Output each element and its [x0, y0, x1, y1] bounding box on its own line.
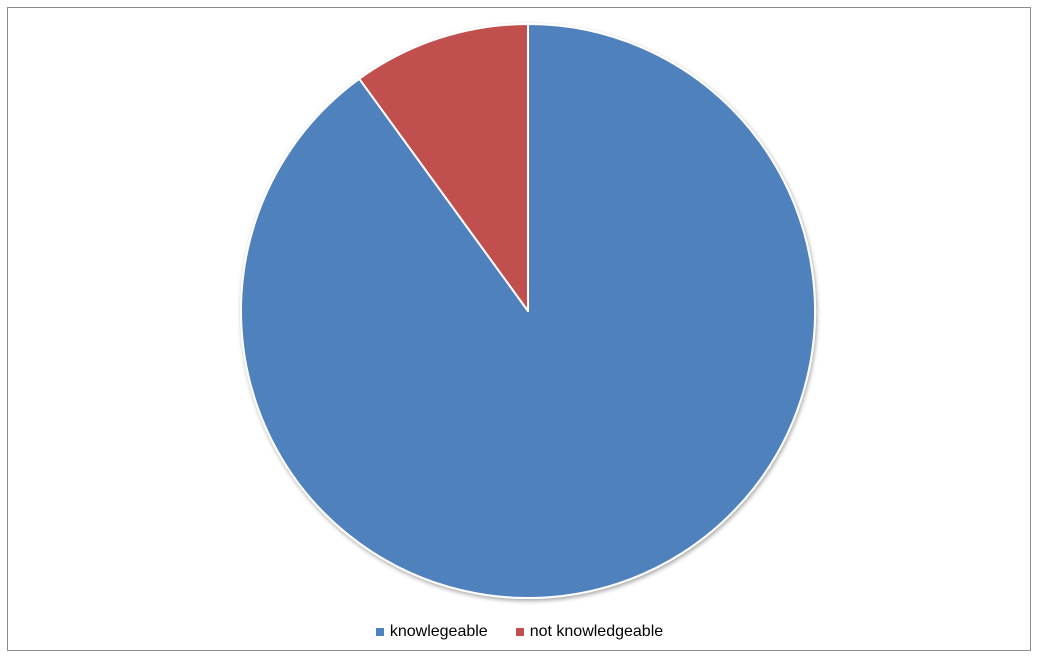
legend: knowlegeable not knowledgeable: [0, 620, 1039, 644]
legend-item-knowlegeable: knowlegeable: [375, 623, 488, 641]
legend-swatch-not-knowledgeable: [515, 628, 524, 636]
legend-swatch-knowlegeable: [375, 628, 384, 636]
pie-slice-not-knowledgeable: [358, 23, 529, 312]
legend-item-not-knowledgeable: not knowledgeable: [515, 623, 664, 641]
legend-label-knowlegeable: knowlegeable: [389, 623, 488, 640]
legend-label-not-knowledgeable: not knowledgeable: [529, 623, 664, 640]
